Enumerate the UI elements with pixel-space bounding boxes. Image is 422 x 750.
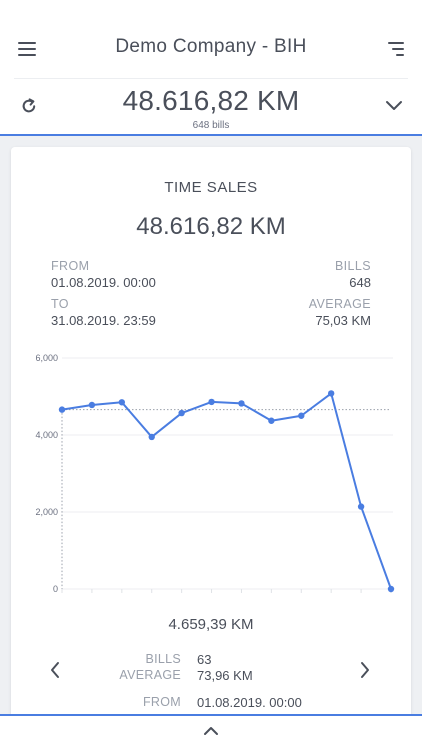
bills-count: 648 bills [192,120,230,131]
data-point [298,412,305,419]
data-point [268,417,275,424]
from-value: 01.08.2019. 00:00 [51,275,156,290]
previous-day-button[interactable] [47,659,63,681]
y-tick-label: 2,000 [35,507,58,517]
hamburger-menu-icon[interactable] [18,40,40,58]
chevron-down-icon[interactable] [384,97,404,113]
y-tick-label: 4,000 [35,430,58,440]
to-label: TO [51,297,69,311]
data-point [357,503,365,510]
from-label: FROM [51,259,90,273]
data-point [387,585,395,593]
detail-bills-label: BILLS [145,652,181,666]
y-tick-label: 0 [53,584,58,594]
total-amount: 48.616,82 KM [122,85,300,116]
company-title[interactable]: Demo Company - BIH [115,36,307,57]
data-point [148,433,155,441]
chevron-left-icon [51,662,59,678]
detail-bills-value: 63 [197,652,212,667]
time-sales-card: TIME SALES 48.616,82 KM FROM 01.08.2019.… [11,147,411,747]
detail-from-value: 01.08.2019. 00:00 [197,695,302,710]
average-label: AVERAGE [308,297,371,311]
to-value: 31.08.2019. 23:59 [51,313,156,328]
chevron-up-icon[interactable] [201,724,221,738]
next-day-button[interactable] [357,659,373,681]
series-line [61,392,392,590]
card-title: TIME SALES [164,179,258,196]
bottom-bar [0,716,422,750]
sales-line-chart[interactable]: 6,000 4,000 2,000 0 [11,347,411,607]
data-point [88,401,96,409]
data-point [58,406,66,413]
data-point [327,390,335,397]
selected-day-amount: 4.659,39 KM [168,616,254,633]
refresh-icon[interactable] [20,97,38,115]
data-point [118,399,126,406]
chevron-right-icon [361,662,369,678]
header-divider [14,78,408,79]
data-point [208,398,215,406]
bills-label: BILLS [334,259,371,273]
data-point [238,400,245,407]
average-value: 75,03 KM [315,313,371,328]
detail-from-label: FROM [143,695,181,709]
detail-average-value: 73,96 KM [197,668,253,683]
bills-value: 648 [349,275,371,290]
filter-icon[interactable] [386,40,406,58]
y-tick-label: 6,000 [35,353,58,363]
sales-summary: 48.616,82 KM 648 bills [0,79,422,135]
data-point [178,409,185,417]
detail-average-label: AVERAGE [119,668,181,682]
summary-accent-line [0,134,422,136]
app-header: Demo Company - BIH [0,0,422,79]
bottom-accent-line [0,714,422,716]
card-total-amount: 48.616,82 KM [136,213,286,240]
